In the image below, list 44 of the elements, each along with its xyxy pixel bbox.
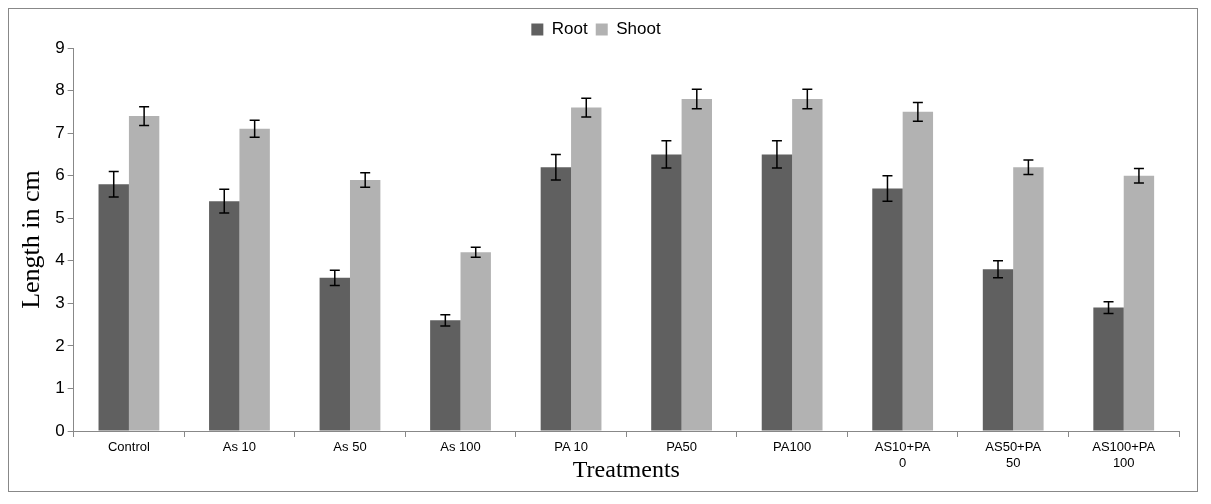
x-tick-label: As 10 <box>222 439 257 455</box>
bar <box>902 111 934 431</box>
y-tick-label: 1 <box>55 378 65 398</box>
x-tick-label: PA100 <box>773 439 812 455</box>
y-axis-title: Length in cm <box>16 170 46 309</box>
y-tick-label: 4 <box>55 250 65 270</box>
bar <box>430 320 461 431</box>
y-tick-label: 5 <box>55 207 65 227</box>
bar <box>872 188 903 431</box>
bar <box>651 154 682 431</box>
legend-label: Shoot <box>616 19 661 39</box>
y-tick-label: 2 <box>55 335 65 355</box>
x-tick-label: AS50+PA 50 <box>985 439 1042 470</box>
bar <box>571 107 602 431</box>
x-tick-label: As 50 <box>333 439 367 455</box>
bar <box>128 116 160 431</box>
bar <box>98 184 129 431</box>
y-tick-label: 7 <box>55 122 65 142</box>
y-tick-label: 0 <box>55 420 65 440</box>
x-axis-title: Treatments <box>572 455 680 482</box>
x-tick-label: As 100 <box>440 439 481 455</box>
x-tick-label: PA 10 <box>554 439 588 455</box>
bar <box>761 154 793 431</box>
bar <box>1123 175 1155 431</box>
y-tick-label: 3 <box>55 293 65 313</box>
x-tick-label: AS10+PA 0 <box>874 439 931 470</box>
bar <box>1093 307 1124 431</box>
bar <box>982 269 1014 431</box>
y-tick-label: 6 <box>55 165 65 185</box>
x-tick-label: Control <box>107 439 150 455</box>
bar <box>319 277 350 431</box>
bar <box>209 201 240 431</box>
legend-label: Root <box>551 19 589 39</box>
y-tick-label: 9 <box>55 37 65 57</box>
x-tick-label: AS100+PA 100 <box>1092 439 1156 470</box>
bar <box>239 128 270 431</box>
bar <box>540 167 572 431</box>
x-tick-label: PA50 <box>666 439 698 455</box>
bar <box>349 179 381 431</box>
bar <box>792 99 823 431</box>
bar <box>1013 167 1044 431</box>
y-tick-label: 8 <box>55 80 65 100</box>
bar <box>681 99 712 431</box>
bar <box>460 252 491 431</box>
